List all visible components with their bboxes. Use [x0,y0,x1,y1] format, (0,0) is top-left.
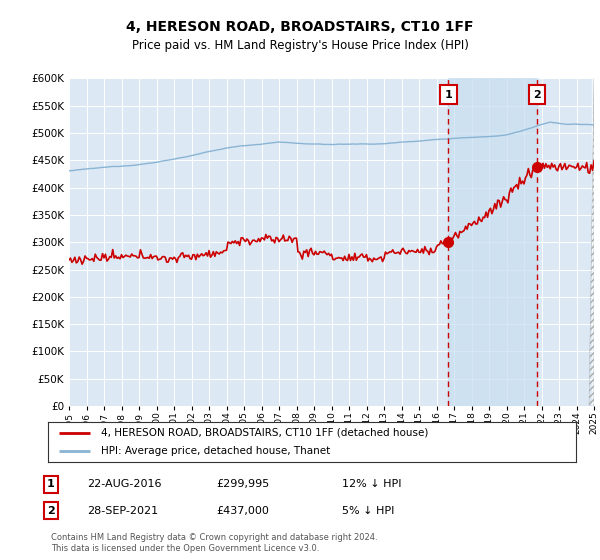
Text: 5% ↓ HPI: 5% ↓ HPI [342,506,394,516]
Text: Price paid vs. HM Land Registry's House Price Index (HPI): Price paid vs. HM Land Registry's House … [131,39,469,53]
Text: £437,000: £437,000 [216,506,269,516]
Text: 2: 2 [533,90,541,100]
Text: HPI: Average price, detached house, Thanet: HPI: Average price, detached house, Than… [101,446,330,456]
Text: 1: 1 [445,90,452,100]
Text: Contains HM Land Registry data © Crown copyright and database right 2024.
This d: Contains HM Land Registry data © Crown c… [51,533,377,553]
Text: 2: 2 [47,506,55,516]
Text: 4, HERESON ROAD, BROADSTAIRS, CT10 1FF: 4, HERESON ROAD, BROADSTAIRS, CT10 1FF [126,20,474,34]
Text: 1: 1 [47,479,55,489]
Text: 28-SEP-2021: 28-SEP-2021 [87,506,158,516]
Text: £299,995: £299,995 [216,479,269,489]
Bar [448,78,537,406]
Text: 4, HERESON ROAD, BROADSTAIRS, CT10 1FF (detached house): 4, HERESON ROAD, BROADSTAIRS, CT10 1FF (… [101,428,428,438]
Bar [592,78,594,406]
Text: 22-AUG-2016: 22-AUG-2016 [87,479,161,489]
Text: 12% ↓ HPI: 12% ↓ HPI [342,479,401,489]
